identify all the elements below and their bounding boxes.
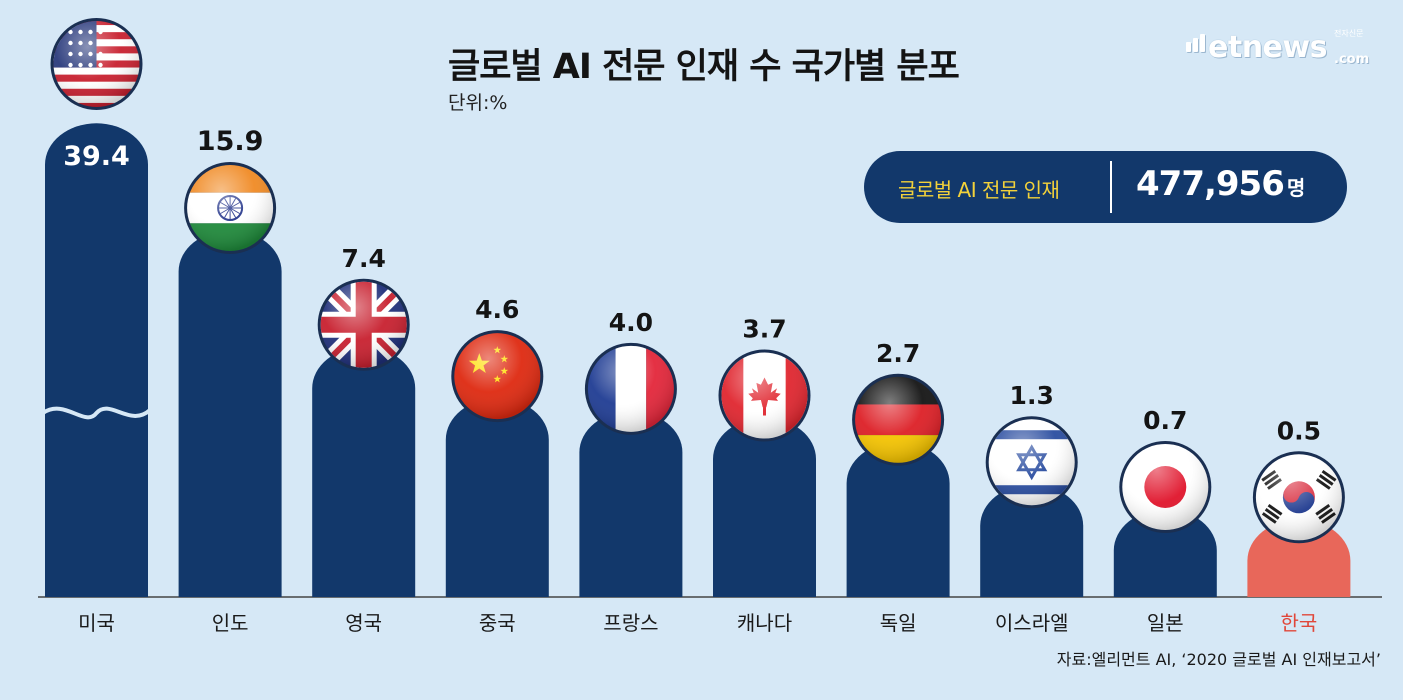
japan-flag-icon xyxy=(1119,440,1212,533)
bar-group-5: 3.7 캐나다 xyxy=(713,315,816,635)
category-label-이스라엘: 이스라엘 xyxy=(995,611,1069,635)
total-divider xyxy=(1110,161,1112,213)
value-label-한국: 0.5 xyxy=(1277,416,1321,445)
category-label-독일: 독일 xyxy=(880,611,917,635)
us-flag-icon xyxy=(50,18,143,110)
value-label-독일: 2.7 xyxy=(876,339,920,368)
bar-한국 xyxy=(1247,519,1351,597)
bar-캐나다 xyxy=(713,417,816,597)
logo-domain: .com xyxy=(1334,52,1370,67)
category-label-프랑스: 프랑스 xyxy=(603,611,658,635)
category-label-한국: 한국 xyxy=(1280,611,1317,635)
category-label-중국: 중국 xyxy=(479,611,516,635)
bar-group-2: 7.4 영국 xyxy=(312,244,416,635)
israel-flag-icon xyxy=(985,416,1078,509)
bar-프랑스 xyxy=(579,411,683,597)
uk-flag-icon xyxy=(317,278,410,371)
total-talent-label: 글로벌 AI 전문 인재 xyxy=(898,178,1060,202)
bar-group-7: 1.3 이스라엘 xyxy=(980,381,1084,635)
logo-subtext: 전자신문 xyxy=(1334,29,1364,38)
total-talent-box: 글로벌 AI 전문 인재 477,956 명 xyxy=(864,151,1347,223)
bar-인도 xyxy=(178,230,282,597)
india-flag-icon xyxy=(184,162,277,254)
logo-mark-icon xyxy=(1186,34,1206,56)
total-talent-value: 477,956 명 xyxy=(1136,164,1305,204)
source-note: 자료:엘리먼트 AI, ‘2020 글로벌 AI 인재보고서’ xyxy=(1056,650,1381,669)
category-label-미국: 미국 xyxy=(78,611,115,635)
bar-group-6: 2.7 독일 xyxy=(846,339,950,635)
total-number: 477,956 xyxy=(1136,164,1285,204)
canada-flag-icon xyxy=(718,349,811,442)
value-label-일본: 0.7 xyxy=(1143,406,1187,435)
bar-group-3: 4.6 중국 xyxy=(445,295,549,635)
value-label-프랑스: 4.0 xyxy=(609,308,653,337)
logo-text: etnews xyxy=(1208,30,1327,65)
china-flag-icon xyxy=(451,330,544,423)
value-label-영국: 7.4 xyxy=(342,244,386,273)
value-label-캐나다: 3.7 xyxy=(742,315,786,344)
bar-독일 xyxy=(846,442,950,597)
category-label-영국: 영국 xyxy=(345,611,382,635)
bar-일본 xyxy=(1113,509,1217,597)
value-label-중국: 4.6 xyxy=(475,295,519,324)
unit-label: 단위:% xyxy=(448,92,508,114)
chart-title: 글로벌 AI 전문 인재 수 국가별 분포 xyxy=(448,47,960,87)
etnews-logo: etnews 전자신문 .com xyxy=(1186,28,1376,72)
bar-중국 xyxy=(445,398,549,597)
bar-이스라엘 xyxy=(980,484,1084,597)
korea-flag-icon xyxy=(1252,451,1345,544)
axis-break-mark xyxy=(41,406,152,420)
bar-group-1: 15.9 인도 xyxy=(178,126,282,635)
value-label-인도: 15.9 xyxy=(197,126,264,157)
category-label-일본: 일본 xyxy=(1147,611,1184,635)
total-unit: 명 xyxy=(1286,176,1306,200)
value-label-미국: 39.4 xyxy=(63,141,130,172)
category-label-인도: 인도 xyxy=(212,611,249,635)
bar-group-4: 4.0 프랑스 xyxy=(579,308,683,635)
bar-group-8: 0.7 일본 xyxy=(1113,406,1217,635)
value-label-이스라엘: 1.3 xyxy=(1010,381,1054,410)
bar-group-9: 0.5 한국 xyxy=(1247,416,1351,635)
bar-영국 xyxy=(312,347,416,597)
category-label-캐나다: 캐나다 xyxy=(737,611,792,635)
bar-미국 xyxy=(45,123,148,598)
bar-group-0: 39.4 미국 xyxy=(41,18,152,635)
